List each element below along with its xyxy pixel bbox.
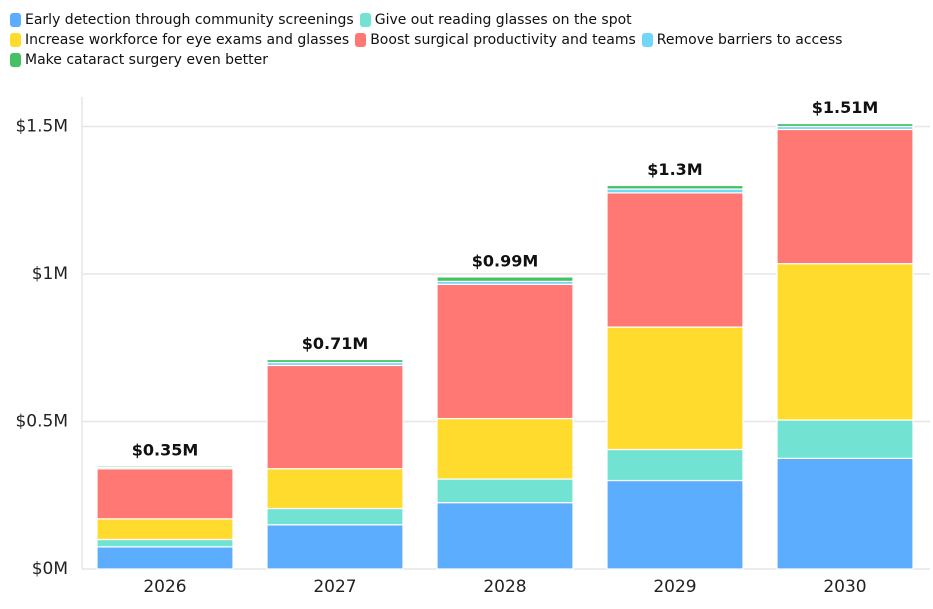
y-tick-label: $1.5M [15, 117, 68, 137]
bar-segment [776, 263, 914, 421]
bar-segment [96, 518, 234, 541]
legend-item: Make cataract surgery even better [10, 50, 268, 70]
bar-segment [606, 479, 744, 570]
total-label: $0.35M [132, 440, 199, 459]
legend-swatch [10, 33, 21, 47]
bar-segment [266, 507, 404, 526]
bar-segment [266, 364, 404, 470]
bar-segment [606, 192, 744, 328]
total-label: $0.71M [302, 334, 369, 353]
x-tick-label: 2027 [313, 577, 356, 597]
legend: Early detection through community screen… [10, 10, 850, 70]
bar-segment [266, 358, 404, 364]
legend-item: Increase workforce for eye exams and gla… [10, 30, 349, 50]
x-tick-label: 2029 [653, 577, 696, 597]
legend-label: Give out reading glasses on the spot [374, 12, 632, 28]
y-tick-label: $0.5M [15, 412, 68, 432]
legend-label: Remove barriers to access [656, 32, 843, 48]
y-tick-label: $1M [32, 264, 68, 284]
bar-segment [436, 502, 574, 570]
bar-segment [606, 448, 744, 482]
y-tick-label: $0M [32, 559, 68, 579]
bar-segment [96, 538, 234, 548]
legend-swatch [10, 53, 21, 67]
bar-segment [96, 546, 234, 570]
legend-item: Boost surgical productivity and teams [355, 30, 636, 50]
bar-segment [436, 417, 574, 480]
bar-segment [266, 468, 404, 510]
bar-segment [436, 276, 574, 282]
bar-segment [776, 122, 914, 128]
total-label: $1.51M [812, 98, 879, 117]
legend-swatch [10, 13, 21, 27]
legend-label: Early detection through community screen… [25, 12, 354, 28]
legend-label: Make cataract surgery even better [25, 52, 268, 68]
legend-item: Give out reading glasses on the spot [359, 10, 632, 30]
total-label: $1.3M [647, 160, 702, 179]
legend-swatch [355, 33, 367, 47]
legend-swatch [641, 33, 653, 47]
bar-segment [776, 457, 914, 570]
bar-segment [96, 468, 234, 520]
bar-segment [96, 465, 234, 468]
legend-label: Increase workforce for eye exams and gla… [25, 32, 350, 48]
x-tick-label: 2030 [823, 577, 866, 597]
legend-swatch [359, 13, 371, 27]
bar-segment [436, 478, 574, 504]
total-label: $0.99M [472, 251, 539, 270]
bar-segment [266, 524, 404, 570]
bar-segment [606, 326, 744, 451]
bar-segment [776, 128, 914, 265]
bar-segment [606, 184, 744, 190]
legend-item: Early detection through community screen… [10, 10, 354, 30]
bar-segment [436, 283, 574, 420]
legend-label: Boost surgical productivity and teams [370, 32, 636, 48]
bar-segment [776, 419, 914, 459]
legend-item: Remove barriers to access [641, 30, 843, 50]
x-tick-label: 2026 [143, 577, 186, 597]
x-tick-label: 2028 [483, 577, 526, 597]
